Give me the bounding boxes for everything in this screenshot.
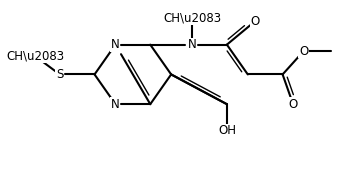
Text: OH: OH bbox=[218, 124, 236, 137]
Text: S: S bbox=[56, 68, 63, 81]
Text: N: N bbox=[111, 98, 120, 111]
Text: N: N bbox=[111, 38, 120, 51]
Text: N: N bbox=[188, 38, 196, 51]
Text: O: O bbox=[250, 15, 259, 28]
Text: O: O bbox=[289, 98, 298, 111]
Text: CH\u2083: CH\u2083 bbox=[6, 50, 64, 63]
Text: CH\u2083: CH\u2083 bbox=[163, 12, 221, 25]
Text: O: O bbox=[299, 45, 308, 58]
